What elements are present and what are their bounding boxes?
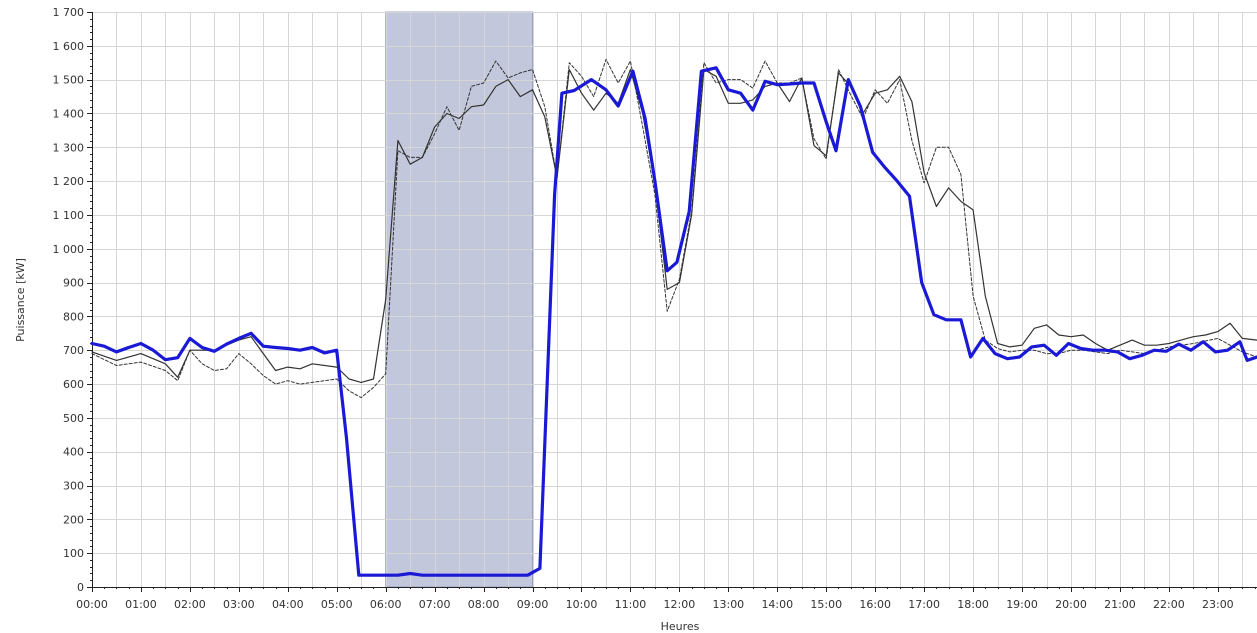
x-tick-label: 14:00 [761,598,793,611]
y-tick-label: 800 [63,310,84,323]
x-tick-label: 13:00 [712,598,744,611]
x-tick-label: 00:00 [76,598,108,611]
x-tick-label: 11:00 [615,598,647,611]
y-tick-label: 1 300 [53,141,85,154]
x-tick-label: 04:00 [272,598,304,611]
y-tick-label: 1 200 [53,175,85,188]
y-tick-label: 900 [63,277,84,290]
y-tick-label: 400 [63,446,84,459]
y-tick-label: 200 [63,513,84,526]
y-tick-label: 100 [63,547,84,560]
x-tick-label: 07:00 [419,598,451,611]
x-tick-label: 18:00 [957,598,989,611]
x-tick-label: 06:00 [370,598,402,611]
y-tick-label: 300 [63,480,84,493]
tick-labels: 0 100 200 300 400 500 600 700 800 900 1 000 1 100 1 … [53,6,1234,611]
y-tick-label: 1 500 [53,74,85,87]
x-tick-label: 16:00 [859,598,891,611]
y-tick-label: 700 [63,344,84,357]
y-tick-label: 0 [77,581,84,594]
x-tick-label: 09:00 [517,598,549,611]
x-tick-label: 02:00 [174,598,206,611]
y-tick-label: 1 000 [53,243,85,256]
x-tick-label: 12:00 [664,598,696,611]
x-tick-label: 03:00 [223,598,255,611]
series-line-thick [90,66,1257,577]
plot-area [92,12,1257,587]
x-tick-label: 01:00 [125,598,157,611]
x-tick-label: 20:00 [1055,598,1087,611]
y-tick-label: 600 [63,378,84,391]
series-layer [90,58,1257,577]
x-tick-label: 22:00 [1153,598,1185,611]
x-tick-label: 23:00 [1202,598,1234,611]
x-axis-title: Heures [661,620,700,633]
y-tick-label: 1 700 [53,6,85,19]
y-tick-label: 1 100 [53,209,85,222]
x-tick-label: 17:00 [908,598,940,611]
x-tick-label: 10:00 [566,598,598,611]
x-tick-label: 19:00 [1006,598,1038,611]
y-axis-title: Puissance [kW] [14,258,27,342]
x-tick-label: 21:00 [1104,598,1136,611]
x-tick-label: 05:00 [321,598,353,611]
x-tick-label: 15:00 [810,598,842,611]
series-line-dashed [91,58,1257,399]
y-tick-label: 500 [63,412,84,425]
axes [87,12,1257,592]
y-tick-label: 1 400 [53,107,85,120]
x-tick-label: 08:00 [468,598,500,611]
y-tick-label: 1 600 [53,40,85,53]
grid-lines [92,12,1257,588]
